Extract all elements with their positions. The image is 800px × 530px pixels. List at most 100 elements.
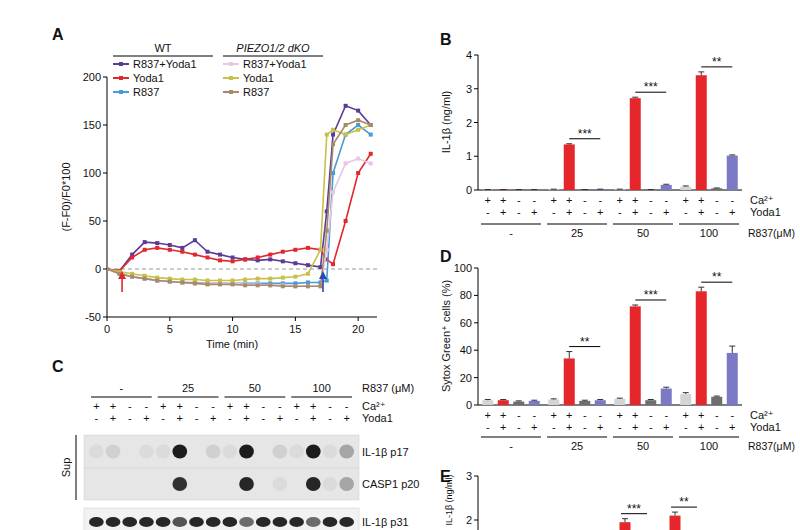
condition-symbol: + <box>93 400 99 412</box>
condition-symbol: + <box>277 412 283 424</box>
condition-symbol: - <box>715 421 719 433</box>
y-tick-label: 1 <box>466 150 472 162</box>
condition-symbol: + <box>632 194 638 206</box>
error-bar <box>551 398 557 400</box>
error-bar <box>663 387 669 388</box>
bar <box>482 189 493 190</box>
point <box>107 267 109 271</box>
error-bar <box>582 400 588 402</box>
legend-label: R837+Yoda1 <box>133 58 197 70</box>
error-bar <box>617 398 623 400</box>
group-rule <box>91 397 152 398</box>
point <box>107 267 109 271</box>
condition-symbol: + <box>632 421 638 433</box>
error-bar <box>500 399 506 401</box>
error-bar <box>698 287 704 291</box>
point <box>306 263 310 267</box>
condition-symbol: + <box>177 400 183 412</box>
point <box>205 282 209 286</box>
condition-symbol: + <box>310 400 316 412</box>
error-bar <box>714 187 720 188</box>
point <box>143 248 147 252</box>
error-bar <box>632 97 638 98</box>
condition-symbol: + <box>243 412 249 424</box>
legend-label: R837+Yoda1 <box>243 58 307 70</box>
series-line <box>107 120 371 286</box>
x-axis-label: R837(μM) <box>748 227 795 239</box>
condition-symbol: + <box>683 409 689 421</box>
x-tick-label: 100 <box>700 227 718 239</box>
condition-label: Yoda1 <box>750 206 781 218</box>
condition-symbol: - <box>649 421 653 433</box>
bar <box>614 189 625 190</box>
blot-band <box>223 445 238 459</box>
y-axis-label: IL-1β (ng/ml) <box>440 91 452 154</box>
point <box>143 277 147 281</box>
significance-label: ** <box>712 270 722 284</box>
condition-symbol: + <box>551 409 557 421</box>
point <box>205 279 209 283</box>
x-tick-label: 50 <box>637 440 649 452</box>
error-bar <box>597 399 603 401</box>
condition-label: Ca²⁺ <box>750 194 774 206</box>
point <box>325 229 329 233</box>
error-bar <box>582 189 588 190</box>
y-axis-label: IL-1β (ng/ml) <box>444 474 454 525</box>
point <box>143 277 147 281</box>
group-label: 25 <box>182 382 194 394</box>
y-tick <box>474 88 478 89</box>
error-bar <box>729 346 735 353</box>
condition-symbol: - <box>195 400 199 412</box>
bar <box>548 189 559 190</box>
point <box>281 276 285 280</box>
x-tick-label: 20 <box>352 323 364 335</box>
x-axis-label: Time (min) <box>206 338 258 350</box>
point <box>325 279 329 283</box>
condition-symbol: - <box>128 400 132 412</box>
point <box>331 142 335 146</box>
bar <box>645 189 656 190</box>
condition-symbol: - <box>328 412 332 424</box>
blot-band <box>122 517 137 527</box>
condition-symbol: - <box>517 206 521 218</box>
blot-band <box>339 517 354 527</box>
point <box>193 281 197 285</box>
condition-symbol: + <box>566 206 572 218</box>
error-bar <box>729 154 735 156</box>
blot-band <box>239 477 254 491</box>
error-bar <box>683 393 689 394</box>
y-tick-label: 150 <box>83 119 101 131</box>
group-rule <box>547 437 607 438</box>
condition-symbol: - <box>161 412 165 424</box>
condition-symbol: - <box>649 409 653 421</box>
figure: A-5005010015020005101520(F-F0)/F0*100Tim… <box>0 0 800 530</box>
point <box>231 259 235 263</box>
x-tick-label: 25 <box>571 440 583 452</box>
bar <box>727 353 738 405</box>
x-tick-label: 10 <box>226 323 238 335</box>
error-bar <box>485 189 491 190</box>
x-tick-label: - <box>509 440 513 452</box>
blot-band <box>256 445 271 459</box>
point <box>231 255 235 259</box>
blot-band <box>122 477 137 491</box>
point <box>256 255 260 259</box>
blot-band <box>273 445 288 459</box>
legend-swatch <box>113 91 129 93</box>
blot-band <box>289 477 304 491</box>
condition-symbol: + <box>551 194 557 206</box>
side-label: Sup <box>60 458 72 478</box>
x-tick-label: 15 <box>289 323 301 335</box>
bar <box>529 189 540 190</box>
y-tick-label: 0 <box>466 184 472 196</box>
x-tick <box>169 317 170 321</box>
error-bar <box>698 72 704 75</box>
legend-swatch <box>223 63 239 65</box>
condition-symbol: - <box>649 206 653 218</box>
point <box>180 250 184 254</box>
condition-symbol: - <box>684 421 688 433</box>
condition-symbol: + <box>531 206 537 218</box>
y-axis <box>107 77 108 317</box>
point <box>293 275 297 279</box>
condition-symbol: - <box>649 194 653 206</box>
